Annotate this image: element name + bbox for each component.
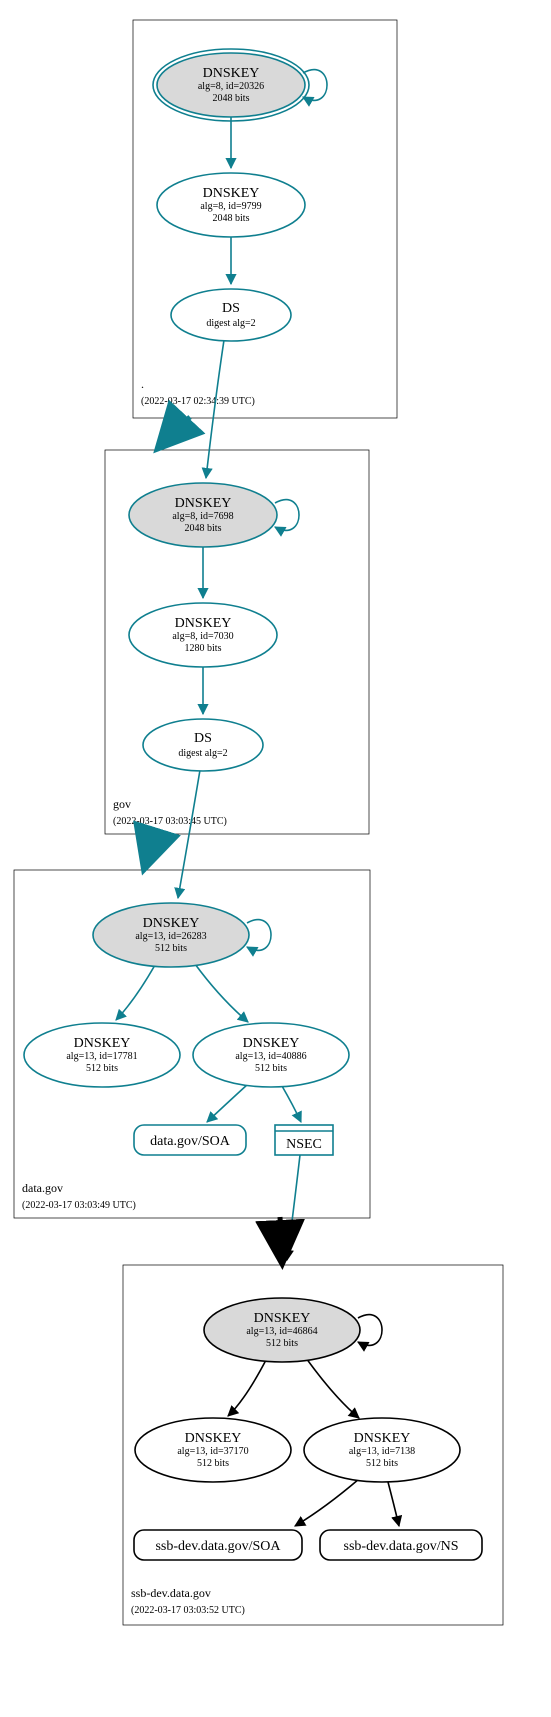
node-ssb_ns: ssb-dev.data.gov/NS — [320, 1530, 482, 1560]
zone-arrow — [280, 1217, 282, 1260]
svg-text:512 bits: 512 bits — [266, 1338, 298, 1349]
svg-text:alg=8, id=20326: alg=8, id=20326 — [198, 81, 264, 92]
svg-text:alg=13, id=17781: alg=13, id=17781 — [66, 1051, 137, 1062]
self-loop — [247, 920, 271, 951]
node-root_key1: DNSKEYalg=8, id=203262048 bits — [153, 49, 327, 121]
zone-time-gov: (2022-03-17 03:03:45 UTC) — [113, 816, 227, 827]
svg-text:DS: DS — [194, 731, 212, 746]
svg-text:2048 bits: 2048 bits — [213, 93, 250, 104]
zone-arrow — [160, 417, 190, 446]
svg-text:alg=8, id=7030: alg=8, id=7030 — [172, 631, 233, 642]
zone-time-root: (2022-03-17 02:34:39 UTC) — [141, 396, 255, 407]
node-data_soa: data.gov/SOA — [134, 1125, 246, 1155]
node-title: DNSKEY — [143, 916, 200, 931]
svg-text:512 bits: 512 bits — [255, 1063, 287, 1074]
zone-label-gov: gov — [113, 797, 131, 811]
node-title: DNSKEY — [203, 66, 260, 81]
edge — [228, 1360, 266, 1416]
node-data_key2: DNSKEYalg=13, id=17781512 bits — [24, 1023, 180, 1087]
zone-label-root: . — [141, 377, 144, 391]
node-data_key3: DNSKEYalg=13, id=40886512 bits — [193, 1023, 349, 1087]
svg-text:alg=8, id=7698: alg=8, id=7698 — [172, 511, 233, 522]
node-root_ds: DS digest alg=2 — [171, 289, 291, 341]
zone-arrow — [145, 832, 158, 866]
node-ssb_soa: ssb-dev.data.gov/SOA — [134, 1530, 302, 1560]
node-title: DNSKEY — [203, 186, 260, 201]
svg-text:alg=8, id=9799: alg=8, id=9799 — [200, 201, 261, 212]
svg-text:alg=13, id=37170: alg=13, id=37170 — [177, 1446, 248, 1457]
svg-text:ssb-dev.data.gov/SOA: ssb-dev.data.gov/SOA — [155, 1539, 281, 1554]
node-ssb_key3: DNSKEYalg=13, id=7138512 bits — [304, 1418, 460, 1482]
svg-text:512 bits: 512 bits — [155, 943, 187, 954]
svg-text:alg=13, id=26283: alg=13, id=26283 — [135, 931, 206, 942]
node-data_nsec: NSEC — [275, 1125, 333, 1155]
svg-text:digest alg=2: digest alg=2 — [206, 318, 255, 329]
node-gov_key1: DNSKEYalg=8, id=76982048 bits — [129, 483, 299, 547]
edge — [116, 965, 155, 1020]
svg-text:data.gov/SOA: data.gov/SOA — [150, 1134, 231, 1149]
node-gov_key2: DNSKEYalg=8, id=70301280 bits — [129, 603, 277, 667]
svg-text:1280 bits: 1280 bits — [185, 643, 222, 654]
svg-text:2048 bits: 2048 bits — [213, 213, 250, 224]
svg-text:NSEC: NSEC — [286, 1137, 322, 1152]
node-data_key1: DNSKEYalg=13, id=26283512 bits — [93, 903, 271, 967]
svg-text:512 bits: 512 bits — [86, 1063, 118, 1074]
node-gov_ds: DS digest alg=2 — [143, 719, 263, 771]
node-title: DNSKEY — [354, 1431, 411, 1446]
svg-text:alg=13, id=46864: alg=13, id=46864 — [246, 1326, 317, 1337]
zone-label-ssbdev: ssb-dev.data.gov — [131, 1586, 211, 1600]
edge — [388, 1482, 399, 1526]
zone-label-data: data.gov — [22, 1181, 63, 1195]
svg-text:alg=13, id=40886: alg=13, id=40886 — [235, 1051, 306, 1062]
svg-text:alg=13, id=7138: alg=13, id=7138 — [349, 1446, 415, 1457]
zone-time-ssbdev: (2022-03-17 03:03:52 UTC) — [131, 1605, 245, 1616]
node-title: DNSKEY — [254, 1311, 311, 1326]
svg-text:digest alg=2: digest alg=2 — [178, 748, 227, 759]
self-loop — [275, 500, 299, 531]
edge — [282, 1086, 301, 1122]
svg-text:ssb-dev.data.gov/NS: ssb-dev.data.gov/NS — [344, 1539, 459, 1554]
svg-text:512 bits: 512 bits — [366, 1458, 398, 1469]
edge — [287, 1155, 300, 1260]
node-title: DNSKEY — [185, 1431, 242, 1446]
node-title: DNSKEY — [243, 1036, 300, 1051]
svg-text:2048 bits: 2048 bits — [185, 523, 222, 534]
edge — [195, 964, 248, 1022]
svg-text:512 bits: 512 bits — [197, 1458, 229, 1469]
edge — [295, 1479, 359, 1526]
zone-time-data: (2022-03-17 03:03:49 UTC) — [22, 1200, 136, 1211]
node-ssb_key2: DNSKEYalg=13, id=37170512 bits — [135, 1418, 291, 1482]
edge — [306, 1358, 359, 1418]
node-title: DNSKEY — [74, 1036, 131, 1051]
node-root_key2: DNSKEYalg=8, id=97992048 bits — [157, 173, 305, 237]
self-loop — [358, 1315, 382, 1346]
svg-text:DS: DS — [222, 301, 240, 316]
node-ssb_key1: DNSKEYalg=13, id=46864512 bits — [204, 1298, 382, 1362]
node-title: DNSKEY — [175, 616, 232, 631]
edge — [207, 1084, 248, 1122]
node-title: DNSKEY — [175, 496, 232, 511]
edge — [206, 340, 224, 478]
